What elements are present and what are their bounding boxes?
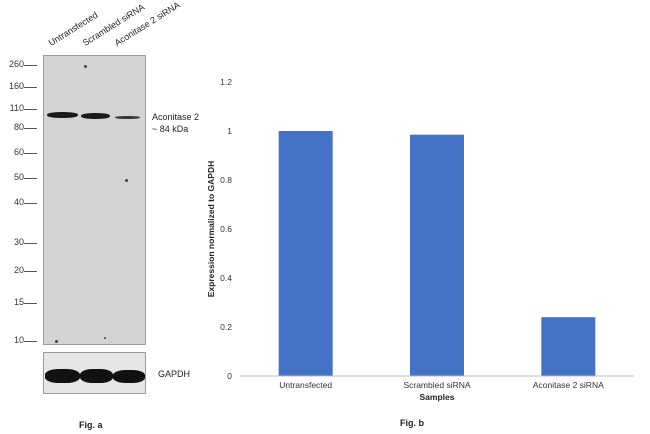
marker-tick [24, 153, 37, 154]
marker-tick [24, 271, 37, 272]
y-tick-label: 0.2 [220, 322, 232, 332]
y-tick-label: 1 [227, 126, 232, 136]
marker-tick [24, 203, 37, 204]
band-scrambled [81, 113, 110, 119]
marker-tick [24, 87, 37, 88]
marker-label-80: 80 [13, 122, 24, 132]
blot-speck [84, 65, 87, 68]
y-tick-label: 0.4 [220, 273, 232, 283]
y-tick-label: 0.8 [220, 175, 232, 185]
marker-label-40: 40 [13, 197, 24, 207]
figure-b-label: Fig. b [400, 418, 424, 428]
marker-label-15: 15 [13, 297, 24, 307]
loading-control-label: GAPDH [158, 369, 191, 379]
marker-tick [24, 303, 37, 304]
western-blot-panel: Untransfected Scrambled siRNA Aconitase … [0, 0, 220, 434]
y-axis-title: Expression normalized to GAPDH [206, 161, 216, 298]
marker-tick [24, 128, 37, 129]
x-tick-label: Aconitase 2 siRNA [533, 380, 604, 390]
marker-label-30: 30 [13, 237, 24, 247]
band-aconitase-sirna [115, 116, 140, 119]
blot-speck [125, 179, 128, 182]
gapdh-band-untransfected [45, 369, 80, 383]
marker-label-60: 60 [13, 147, 24, 157]
marker-label-260: 260 [8, 59, 24, 69]
x-tick-label: Scrambled siRNA [403, 380, 470, 390]
bar-0 [278, 131, 333, 376]
marker-label-50: 50 [13, 172, 24, 182]
figure-a-label: Fig. a [79, 420, 103, 430]
blot-speck [104, 337, 106, 339]
marker-label-110: 110 [9, 103, 24, 113]
blot-membrane [43, 55, 146, 345]
y-tick-label: 1.2 [220, 77, 232, 87]
marker-label-20: 20 [13, 265, 24, 275]
marker-label-160: 160 [8, 81, 24, 91]
y-tick-label: 0 [227, 371, 232, 381]
gapdh-band-scrambled [80, 369, 113, 383]
blot-speck [55, 340, 58, 343]
marker-tick [24, 178, 37, 179]
bar-1 [410, 134, 464, 376]
x-axis-title: Samples [420, 392, 455, 402]
target-protein-label: Aconitase 2 [152, 112, 200, 122]
marker-label-10: 10 [13, 335, 24, 345]
band-untransfected [47, 112, 78, 118]
bar-2 [541, 317, 596, 376]
marker-tick [24, 341, 37, 342]
x-tick-label: Untransfected [279, 380, 332, 390]
marker-tick [24, 65, 37, 66]
marker-tick [24, 243, 37, 244]
target-size-label: ~ 84 kDa [152, 124, 189, 134]
y-tick-label: 0.6 [220, 224, 232, 234]
marker-tick [24, 109, 37, 110]
gapdh-band-aconitase-sirna [113, 370, 145, 383]
gapdh-membrane [43, 352, 146, 394]
